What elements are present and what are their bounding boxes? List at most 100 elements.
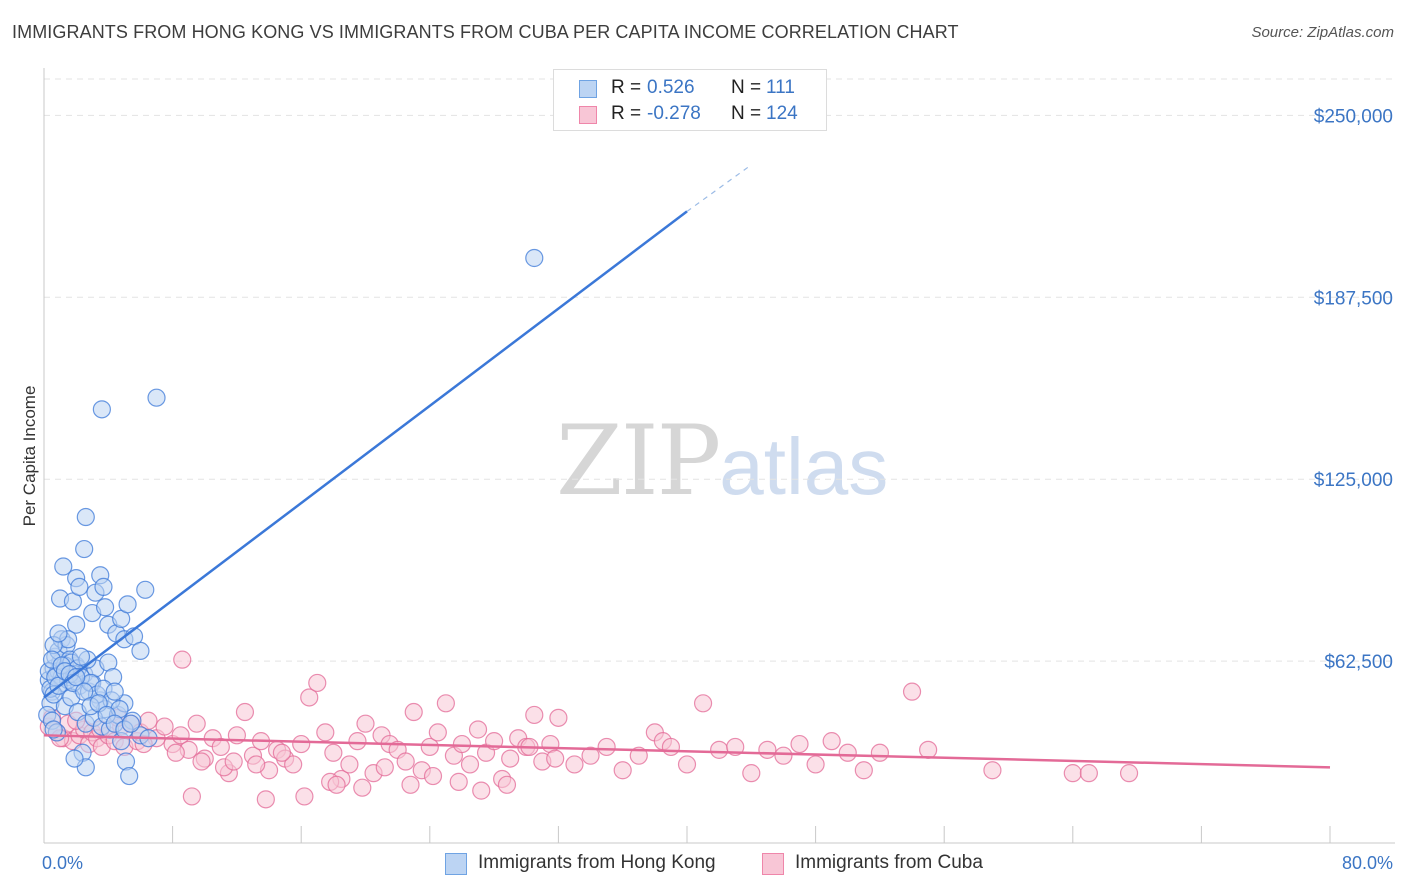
point-hong-kong [65, 749, 84, 768]
point-cuba [661, 737, 681, 757]
point-cuba [1063, 764, 1082, 783]
point-cuba [356, 714, 375, 733]
legend-n-label: N = [731, 103, 762, 124]
point-cuba [710, 740, 729, 759]
y-tick-label: $62,500 [1324, 652, 1393, 673]
point-cuba [420, 737, 439, 757]
point-hong-kong [44, 720, 63, 739]
chart-title: IMMIGRANTS FROM HONG KONG VS IMMIGRANTS … [12, 22, 959, 42]
point-cuba [822, 732, 841, 751]
x-tick-label-max: 80.0% [1342, 853, 1393, 873]
point-cuba [295, 787, 314, 806]
point-cuba [1119, 764, 1139, 783]
legend-r-value: 0.526 [647, 77, 695, 98]
point-cuba [404, 702, 423, 722]
point-cuba [919, 740, 938, 759]
point-hong-kong [147, 388, 166, 407]
point-cuba [790, 734, 809, 754]
gridlines [44, 78, 1395, 662]
point-cuba [581, 746, 600, 765]
point-cuba [396, 752, 415, 771]
point-hong-kong [92, 400, 111, 419]
legend-row-cuba: R = -0.278 N = 124 [554, 102, 826, 128]
point-cuba [549, 708, 568, 727]
bottom-legend-swatch-cuba [762, 853, 784, 875]
point-cuba [182, 787, 201, 806]
point-cuba [565, 755, 584, 774]
x-tick-label-min: 0.0% [42, 853, 83, 873]
point-cuba [501, 749, 520, 768]
point-hong-kong [525, 248, 544, 268]
point-cuba [902, 682, 922, 701]
point-cuba [742, 764, 761, 783]
legend-row-hong-kong: R = 0.526 N = 111 [554, 76, 826, 102]
legend-n-value: 124 [766, 103, 798, 124]
point-cuba [375, 758, 394, 777]
point-cuba [316, 723, 335, 742]
point-cuba [870, 743, 890, 762]
point-cuba [327, 775, 346, 794]
legend-r-value: -0.278 [647, 103, 701, 124]
point-cuba [300, 688, 319, 707]
point-cuba [211, 737, 230, 757]
point-hong-kong [94, 577, 113, 596]
point-cuba [284, 755, 303, 774]
point-cuba [428, 723, 447, 742]
point-cuba [256, 790, 275, 809]
point-cuba [401, 775, 420, 794]
point-hong-kong [70, 577, 89, 596]
point-cuba [525, 705, 544, 725]
point-cuba [292, 734, 311, 754]
legend-r-label: R = [611, 103, 642, 124]
y-tick-label: $187,500 [1314, 288, 1393, 309]
point-cuba [806, 755, 825, 774]
point-cuba [1079, 764, 1098, 783]
point-cuba [497, 775, 517, 794]
point-cuba [774, 746, 793, 765]
point-cuba [468, 720, 488, 739]
trend-line-hong-kong [43, 210, 688, 699]
point-cuba [758, 740, 777, 759]
legend-swatch-hong-kong [579, 80, 597, 98]
legend-swatch-cuba [579, 106, 597, 124]
correlation-legend: R = 0.526 N = 111 R = -0.278 N = 124 [553, 69, 827, 131]
point-hong-kong [67, 615, 86, 634]
point-cuba [272, 743, 292, 762]
trend-line-hong-kong-extension [686, 164, 752, 212]
point-hong-kong [76, 507, 95, 527]
point-cuba [308, 673, 327, 693]
point-cuba [472, 781, 491, 800]
point-cuba [173, 650, 192, 669]
point-cuba [155, 717, 174, 736]
y-axis-title: Per Capita Income [20, 386, 39, 527]
point-cuba [348, 732, 367, 751]
trend-line-cuba [43, 734, 1331, 769]
y-tick-label: $250,000 [1314, 106, 1393, 127]
series-cuba-points [39, 650, 1139, 809]
point-cuba [983, 761, 1002, 780]
bottom-legend-swatch-hong-kong [445, 853, 467, 875]
point-cuba [452, 734, 472, 754]
point-hong-kong [49, 624, 68, 643]
watermark-zip: ZIP [556, 405, 721, 517]
point-cuba [613, 761, 632, 780]
point-hong-kong [54, 557, 73, 576]
point-cuba [353, 778, 372, 797]
point-cuba [460, 755, 480, 774]
point-cuba [166, 743, 185, 762]
point-cuba [854, 761, 873, 780]
point-cuba [247, 755, 266, 774]
point-cuba [224, 752, 243, 771]
point-cuba [838, 743, 857, 762]
y-tick-label: $125,000 [1314, 470, 1393, 491]
legend-r-label: R = [611, 77, 642, 98]
point-cuba [423, 766, 443, 786]
point-cuba [546, 749, 565, 768]
bottom-legend-label-cuba: Immigrants from Cuba [795, 852, 983, 873]
axis-labels: $62,500 $125,000 $187,500 $250,000 0.0% 80.0%… [20, 106, 1393, 873]
trend-lines [43, 164, 1331, 769]
point-hong-kong [75, 539, 94, 559]
point-hong-kong [118, 595, 137, 614]
point-hong-kong [131, 641, 150, 661]
point-cuba [436, 694, 455, 713]
